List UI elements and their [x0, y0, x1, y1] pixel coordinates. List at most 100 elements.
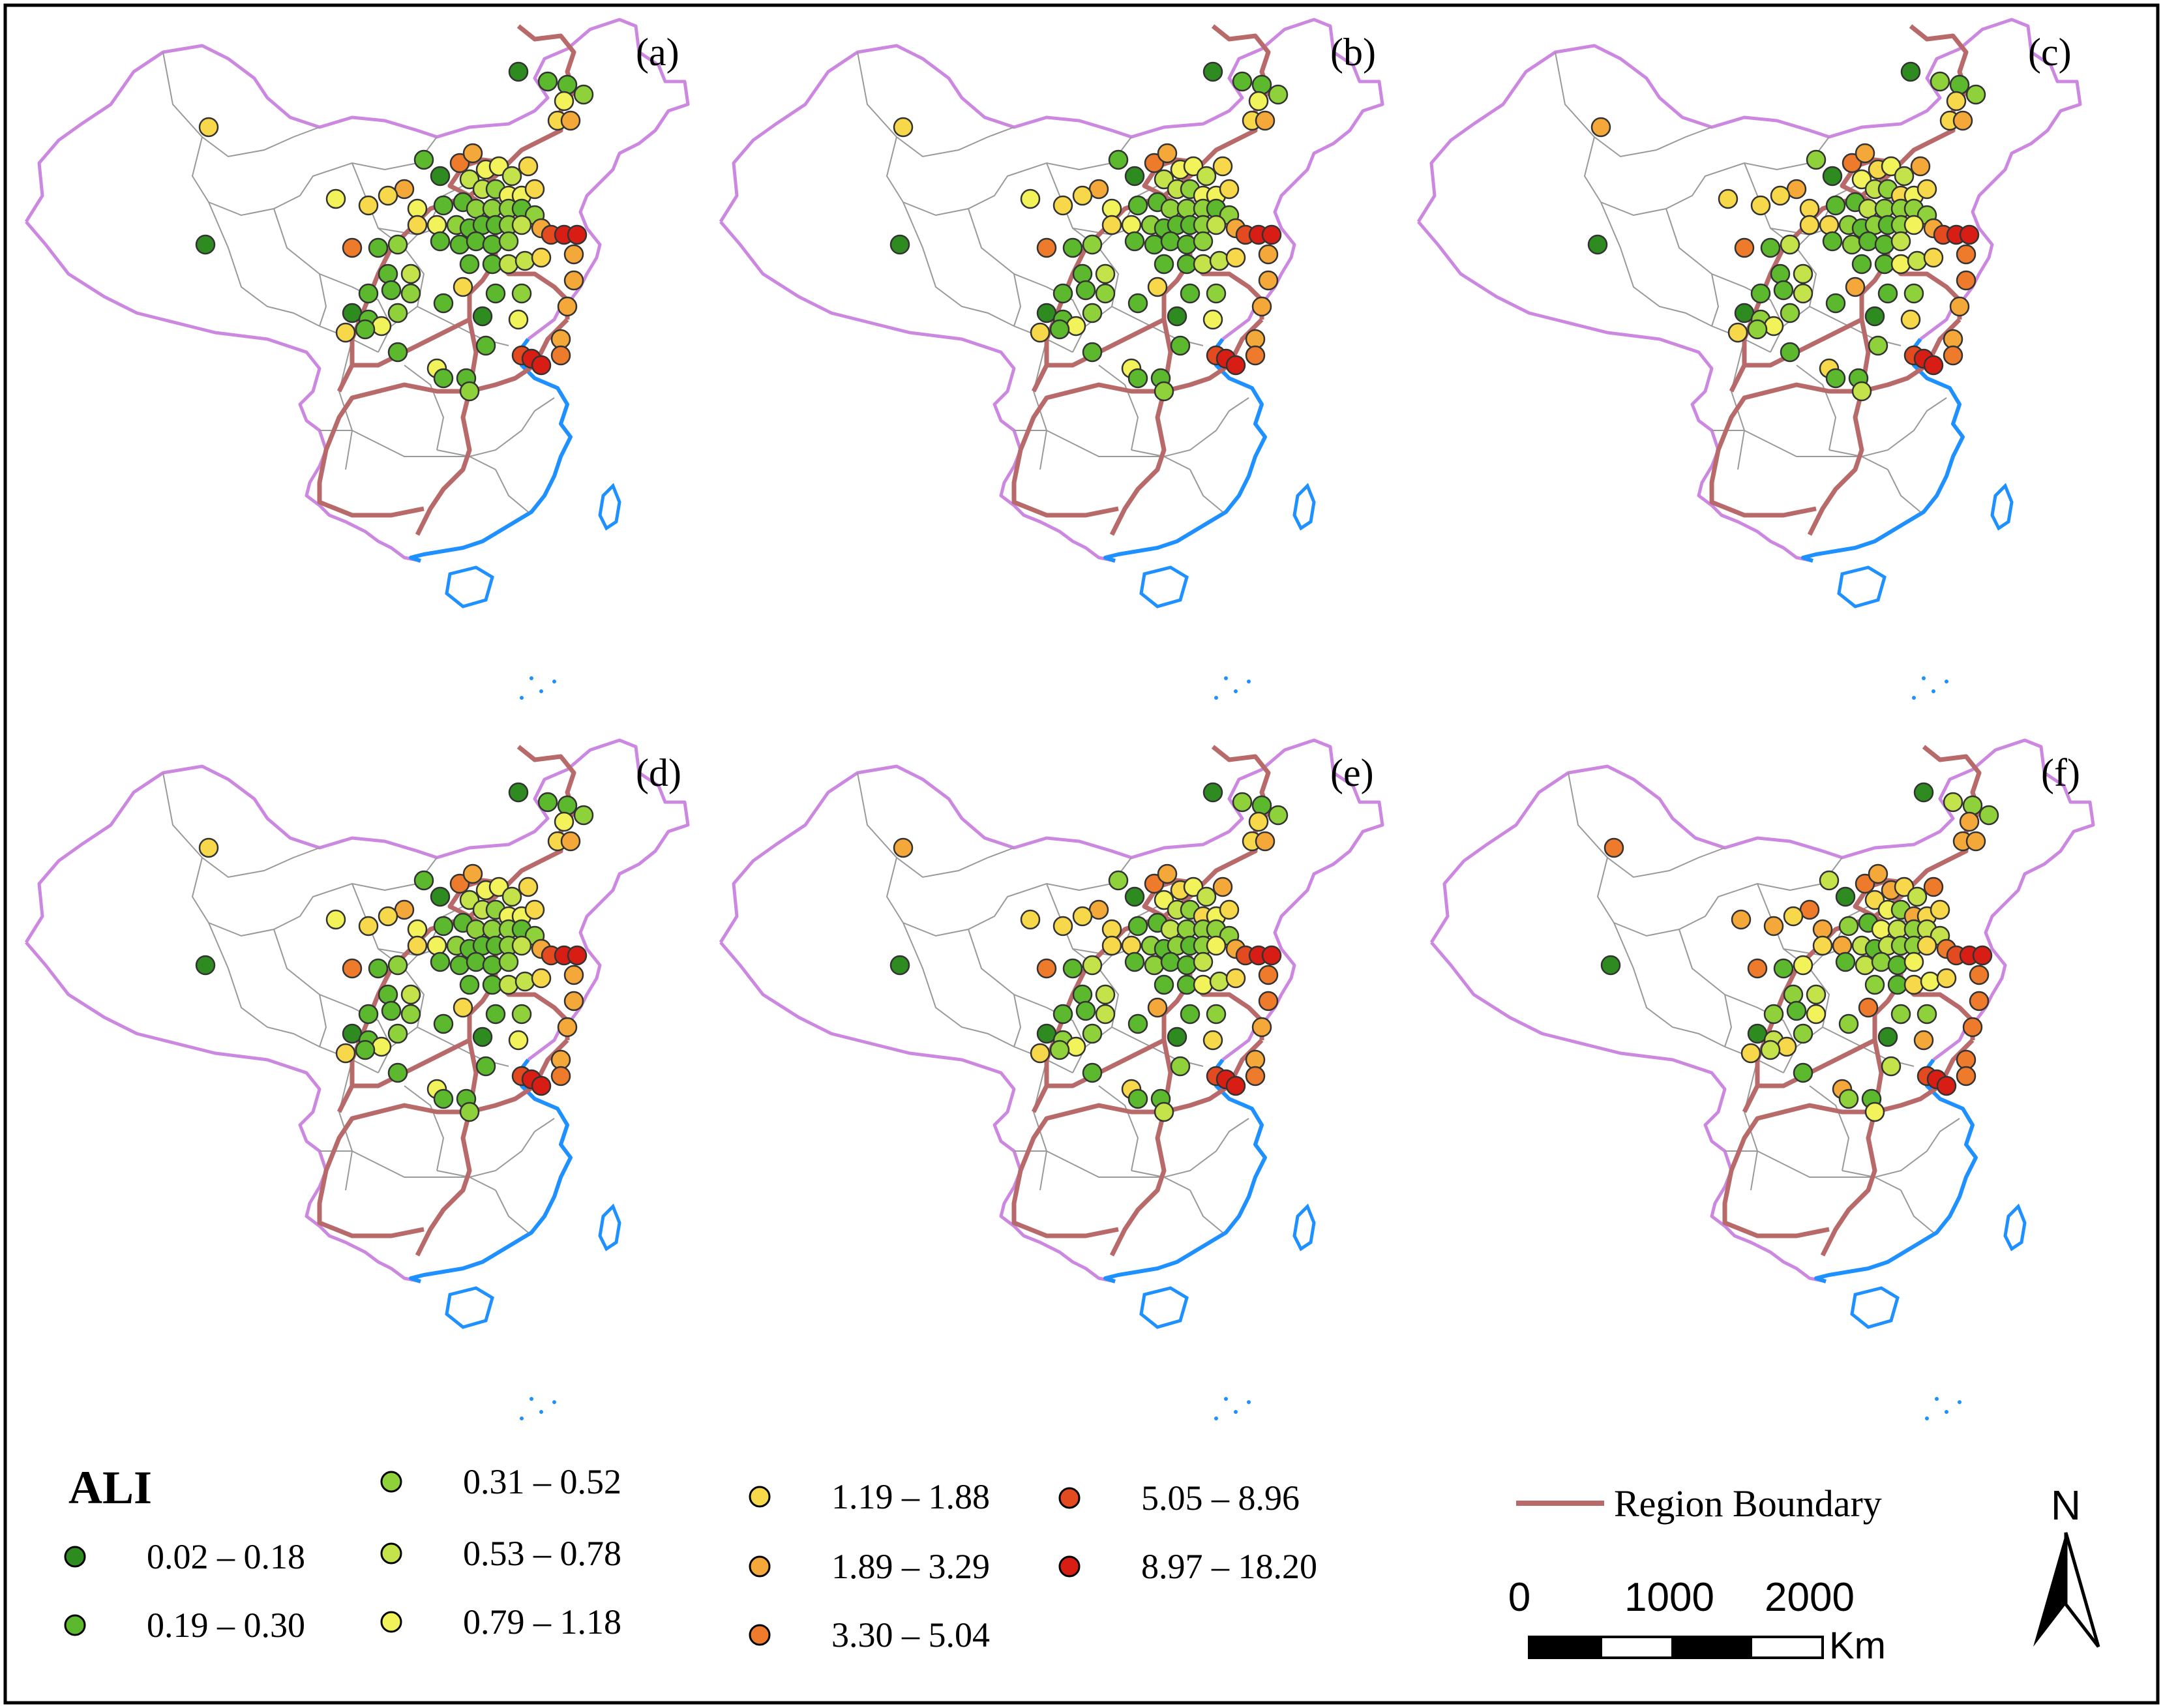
station-point [400, 1004, 421, 1025]
national-border [719, 18, 1384, 340]
station-point [195, 234, 216, 255]
legend-swatch [64, 1614, 86, 1636]
southwest-border [25, 220, 421, 563]
station-point [1167, 1026, 1187, 1047]
legend-label: 0.79 – 1.18 [463, 1602, 621, 1641]
hainan-island [1837, 565, 1887, 608]
province-boundary [857, 52, 1015, 158]
legend-label: 1.89 – 3.29 [831, 1547, 990, 1586]
station-point [378, 185, 398, 206]
panel-label: (d) [636, 751, 681, 794]
station-point [1877, 1026, 1898, 1047]
southwest-border [719, 941, 1116, 1283]
station-point [567, 224, 588, 245]
station-point [453, 277, 473, 297]
legend-item: 0.19 – 0.30 [64, 1606, 305, 1645]
station-point [430, 231, 451, 252]
legend-swatch [1058, 1487, 1081, 1509]
station-point [400, 263, 421, 284]
station-point [557, 74, 578, 95]
taiwan-island [598, 1203, 621, 1251]
station-point [1920, 971, 1941, 992]
taiwan-island [1990, 483, 2014, 531]
station-point [1776, 1036, 1797, 1057]
station-point [1780, 303, 1800, 323]
legend-item: 0.79 – 1.18 [380, 1602, 621, 1641]
station-point [378, 263, 398, 284]
southwest-border [1430, 941, 1827, 1283]
station-point [1232, 792, 1253, 813]
station-point [1075, 1000, 1096, 1021]
station-point [1590, 117, 1611, 138]
station-point [1121, 935, 1142, 956]
station-point [433, 1013, 454, 1034]
province-boundary [1013, 273, 1022, 327]
province-boundary [1711, 273, 1720, 327]
coastline [1103, 1058, 1267, 1283]
station-point [1959, 811, 1980, 832]
station-point [1196, 166, 1217, 187]
province-boundary [1809, 1085, 1850, 1171]
station-point [1255, 110, 1275, 131]
south-sea-island [1922, 676, 1926, 680]
panel-label: (c) [2028, 31, 2072, 74]
station-point [1864, 890, 1885, 910]
station-point [1062, 237, 1083, 258]
south-sea-island [552, 1400, 556, 1404]
station-point [1082, 342, 1103, 363]
province-boundary [436, 1118, 555, 1178]
province-boundary [1013, 994, 1022, 1047]
national-border [1416, 18, 2082, 340]
station-point [1095, 1004, 1116, 1025]
station-point [1763, 1004, 1784, 1025]
station-point [1969, 965, 1990, 985]
province-boundary [1842, 1118, 1960, 1178]
station-point [1127, 1013, 1148, 1034]
legend-item: 5.05 – 8.96 [1058, 1478, 1300, 1518]
legend-item: 1.89 – 3.29 [749, 1547, 990, 1586]
south-sea-island [539, 1410, 543, 1414]
hainan-island [1850, 1286, 1900, 1329]
station-point [1258, 244, 1279, 265]
station-point [1936, 1075, 1957, 1096]
station-point [378, 984, 398, 1005]
legend-item: 1.19 – 1.88 [749, 1477, 990, 1516]
station-point [1923, 247, 1944, 268]
province-boundary [1111, 1026, 1204, 1067]
station-point [1072, 185, 1093, 206]
station-point [531, 247, 552, 268]
station-point [413, 870, 434, 891]
station-point [563, 991, 584, 1011]
southwest-border [719, 220, 1116, 563]
station-point [1108, 870, 1129, 891]
station-point [498, 254, 519, 275]
station-point [524, 179, 545, 200]
station-point [1147, 997, 1168, 1018]
legend-swatch [749, 1486, 771, 1508]
station-point [1202, 782, 1223, 803]
station-point [1936, 968, 1957, 989]
station-point [1101, 935, 1122, 956]
station-point [1731, 909, 1752, 930]
legend-swatch [380, 1471, 402, 1493]
station-point [407, 215, 428, 235]
station-point [381, 1000, 402, 1021]
station-point [501, 166, 522, 187]
station-point [1793, 1062, 1813, 1083]
station-point [466, 231, 486, 252]
station-point [1858, 997, 1879, 1018]
legend-label: 0.02 – 0.18 [147, 1537, 305, 1576]
province-boundary [319, 994, 327, 1047]
station-point [1825, 368, 1846, 389]
station-point [1127, 195, 1148, 216]
station-point [1101, 215, 1122, 235]
station-point [449, 873, 470, 894]
region-boundary [317, 382, 470, 518]
map-panel: (f) [1429, 738, 2095, 1420]
station-point [1066, 1036, 1086, 1057]
station-point [1154, 169, 1174, 190]
station-point [1248, 91, 1269, 112]
station-point [1842, 234, 1862, 255]
map-panel: (e) [719, 738, 1384, 1420]
station-point [1877, 283, 1898, 304]
